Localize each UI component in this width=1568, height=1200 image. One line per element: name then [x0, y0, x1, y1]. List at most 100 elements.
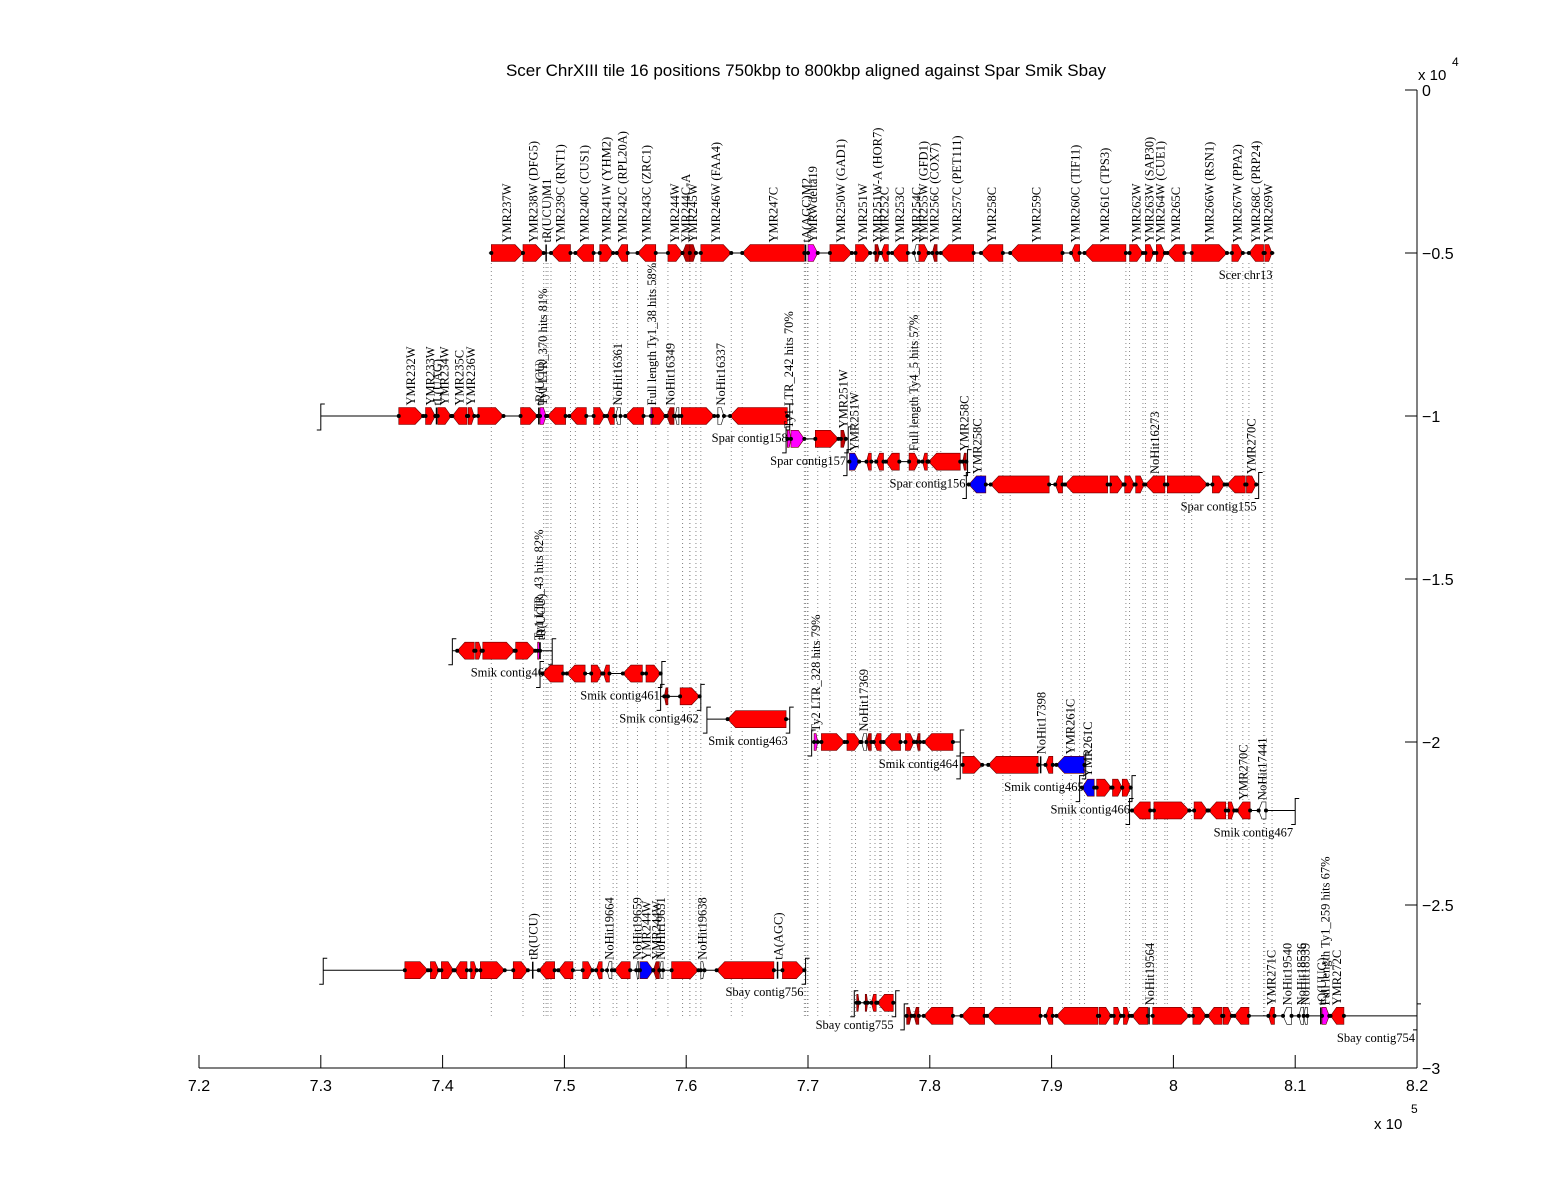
gene-arrow — [846, 733, 861, 751]
gene-node — [1165, 482, 1170, 487]
gene-node — [1097, 1013, 1102, 1018]
gene-arrow — [874, 244, 881, 262]
gene-node — [918, 740, 923, 744]
gene-arrow — [681, 407, 715, 425]
y-multiplier: x 10 — [1418, 67, 1446, 84]
gene-label: YMR237W — [500, 183, 514, 242]
gene-node — [1182, 251, 1187, 255]
gene-arrow — [557, 961, 574, 979]
gene-arrow — [404, 961, 429, 979]
contig-track: Ty2 LTR_328 hits 79% NoHit17369 Smik conti… — [807, 614, 965, 771]
gene-node — [651, 968, 656, 973]
gene-node — [1270, 251, 1275, 255]
gene-arrow — [717, 407, 725, 425]
gene-node — [971, 251, 976, 255]
gene-arrow — [1123, 1007, 1130, 1025]
gene-node — [1151, 808, 1156, 813]
gene-node — [473, 648, 478, 653]
gene-arrow — [515, 641, 536, 660]
gene-label: NoHit16273 — [1148, 411, 1162, 474]
contig-start-bracket — [1075, 775, 1084, 803]
gene-node — [580, 968, 585, 973]
gene-arrow — [546, 407, 566, 425]
gene-label: Ty2 LTR_328 hits 79% — [809, 614, 823, 731]
contig-start-bracket — [842, 449, 851, 477]
x-tick-label: 7.5 — [553, 1078, 575, 1095]
gene-node — [1077, 251, 1082, 255]
gene-label: YMR270C — [1236, 744, 1250, 800]
gene-arrow — [566, 664, 586, 683]
gene-label: NoHit18536 — [1294, 943, 1308, 1006]
contig-end-bracket — [785, 706, 794, 734]
gene-node — [594, 968, 599, 973]
gene-node — [886, 251, 891, 255]
contig-name: Spar contig156 — [890, 477, 966, 491]
gene-node — [464, 968, 469, 973]
gene-label: YMR234W — [437, 346, 451, 405]
gene-arrow — [829, 244, 853, 262]
gene-node — [584, 414, 589, 418]
gene-node — [903, 740, 908, 744]
contig-name: Smik contig464 — [879, 757, 959, 771]
gene-node — [1205, 482, 1210, 487]
contig-start-bracket — [900, 1003, 909, 1031]
gene-node — [1082, 251, 1087, 255]
y-tick-label: 0 — [1422, 83, 1431, 100]
gene-node — [930, 251, 935, 255]
gene-node — [819, 740, 824, 744]
gene-node — [679, 414, 684, 418]
gene-node — [1266, 1013, 1271, 1018]
gene-node — [658, 671, 663, 676]
gene-node — [1036, 762, 1041, 767]
contig-start-bracket — [807, 729, 816, 757]
x-tick-label: 7.8 — [919, 1078, 941, 1095]
gene-arrow — [470, 961, 478, 979]
gene-node — [673, 414, 678, 418]
gene-label: YMR258C — [985, 187, 999, 243]
gene-label: YMR258C — [970, 418, 984, 474]
gene-node — [573, 251, 578, 255]
contig-track: YMR261C Smik contig466 — [1050, 722, 1136, 817]
gene-node — [1121, 1013, 1126, 1018]
gene-label: YMR244C-A — [679, 174, 693, 243]
gene-arrow — [590, 664, 603, 683]
gene-node — [1221, 1013, 1226, 1018]
gene-arrow — [1112, 778, 1123, 797]
gene-node — [628, 968, 633, 973]
gene-arrow — [480, 961, 506, 979]
contig-end-bracket — [956, 729, 965, 757]
gene-arrow — [1226, 475, 1246, 494]
gene-arrow — [1144, 475, 1166, 494]
gene-label: YMR238W (DFG5) — [526, 141, 540, 243]
gene-node — [815, 740, 820, 744]
gene-node — [986, 762, 991, 767]
gene-node — [869, 1000, 874, 1005]
contig-start-bracket — [319, 957, 328, 985]
x-multiplier: x 10 — [1374, 1116, 1402, 1133]
gene-node — [1128, 785, 1133, 790]
gene-arrow — [574, 244, 594, 262]
gene-label: YMR235C — [453, 350, 467, 406]
gene-node — [570, 968, 575, 973]
gene-node — [857, 459, 862, 464]
gene-arrow — [1098, 1007, 1112, 1025]
gene-label: NoHit17369 — [857, 669, 871, 732]
contig-track: YMR237W YMR238W (DFG5) tR(UCU)M1 YMR239C (R… — [488, 128, 1275, 282]
gene-node — [916, 1013, 921, 1018]
gene-node — [1143, 251, 1148, 255]
gene-label: YMR264W (CUE1) — [1154, 141, 1168, 243]
gene-node — [1187, 1013, 1192, 1018]
gene-node — [802, 436, 807, 441]
gene-node — [1256, 808, 1261, 813]
gene-node — [1120, 785, 1125, 790]
gene-arrow — [1113, 1007, 1122, 1025]
gene-node — [591, 414, 596, 418]
gene-arrow — [1191, 244, 1228, 262]
gene-node — [1127, 251, 1132, 255]
gene-node — [428, 968, 433, 973]
gene-label: YMR261C (TPS3) — [1098, 148, 1112, 243]
gene-arrow — [593, 407, 605, 425]
gene-arrow — [451, 407, 468, 425]
gene-node — [905, 251, 910, 255]
gene-arrow — [475, 641, 482, 660]
